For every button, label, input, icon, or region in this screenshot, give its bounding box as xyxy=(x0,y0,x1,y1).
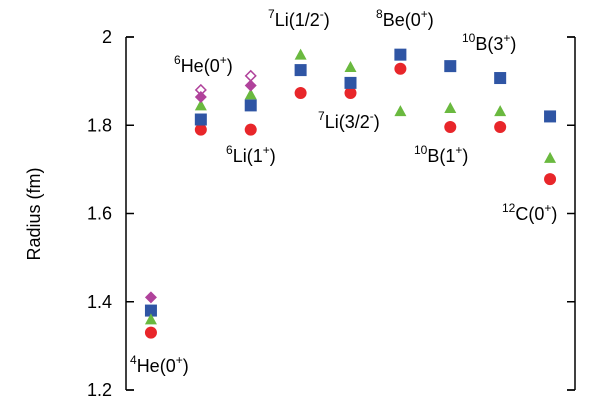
annotation: 7Li(1/2-) xyxy=(268,7,330,30)
point xyxy=(244,79,257,92)
point xyxy=(494,105,507,117)
annotation-part: 7 xyxy=(318,109,325,123)
annotation-part: ) xyxy=(183,356,189,376)
annotation: 6He(0+) xyxy=(174,53,233,76)
point xyxy=(394,62,407,75)
annotation-part: 10 xyxy=(462,31,476,45)
annotation-part: 4 xyxy=(130,353,137,367)
annotation-part: ) xyxy=(510,34,516,54)
annotation-part: + xyxy=(421,7,428,21)
annotation-part: ) xyxy=(324,10,330,30)
point xyxy=(444,121,457,134)
point xyxy=(544,110,557,123)
annotation-part: + xyxy=(544,201,551,215)
point xyxy=(544,173,557,186)
point xyxy=(194,83,207,97)
annotation-part: Li(3/2 xyxy=(325,112,370,132)
y-tick-label: 1.4 xyxy=(87,292,112,312)
annotation-part: B(1 xyxy=(427,146,455,166)
point xyxy=(194,91,207,104)
y-tick-label: 1.2 xyxy=(87,380,112,400)
annotation: 12C(0+) xyxy=(502,201,557,224)
annotation-part: 8 xyxy=(376,7,383,21)
annotation-part: 6 xyxy=(226,143,233,157)
annotation-part: ) xyxy=(551,204,557,224)
point xyxy=(144,304,157,317)
point xyxy=(444,60,457,73)
annotation: 4He(0+) xyxy=(130,353,189,376)
annotation-part: B(3 xyxy=(475,34,503,54)
annotation-part: ) xyxy=(270,146,276,166)
point xyxy=(344,87,357,100)
point xyxy=(144,326,157,339)
annotation-part: He(0 xyxy=(181,56,220,76)
annotation-part: + xyxy=(176,353,183,367)
annotation-part: - xyxy=(320,7,324,21)
annotation-part: - xyxy=(370,109,374,123)
annotation-part: + xyxy=(263,143,270,157)
point xyxy=(194,113,207,126)
point xyxy=(294,64,307,77)
annotation-part: He(0 xyxy=(137,356,176,376)
annotation-part: 7 xyxy=(268,7,275,21)
point xyxy=(394,105,407,117)
point xyxy=(244,123,257,136)
point xyxy=(344,61,357,73)
point xyxy=(494,121,507,134)
point xyxy=(244,88,257,100)
annotation-part: ) xyxy=(462,146,468,166)
y-tick-label: 1.6 xyxy=(87,204,112,224)
annotation-part: Li(1/2 xyxy=(275,10,320,30)
point xyxy=(244,99,257,112)
annotation-part: ) xyxy=(374,112,380,132)
annotation: 8Be(0+) xyxy=(376,7,434,30)
annotation-part: Li(1 xyxy=(233,146,263,166)
point xyxy=(344,76,357,89)
annotation-part: + xyxy=(455,143,462,157)
annotation: 7Li(3/2-) xyxy=(318,109,380,132)
annotation: 10B(3+) xyxy=(462,31,516,54)
y-tick-label: 2 xyxy=(102,27,112,47)
point xyxy=(194,123,207,136)
annotation-part: + xyxy=(220,53,227,67)
annotation-part: C(0 xyxy=(515,204,544,224)
annotation: 10B(1+) xyxy=(414,143,468,166)
annotation-part: Be(0 xyxy=(383,10,421,30)
point xyxy=(144,313,157,325)
annotation-part: ) xyxy=(428,10,434,30)
point xyxy=(194,99,207,111)
annotation: 6Li(1+) xyxy=(226,143,276,166)
annotation-part: 6 xyxy=(174,53,181,67)
point xyxy=(144,291,157,304)
annotation-part: ) xyxy=(227,56,233,76)
annotation-part: 10 xyxy=(414,143,428,157)
point xyxy=(444,102,457,114)
annotation-part: 12 xyxy=(502,201,516,215)
point xyxy=(294,48,307,60)
point xyxy=(244,69,257,82)
point xyxy=(394,48,407,61)
point xyxy=(294,87,307,100)
point xyxy=(494,72,507,85)
annotation-part: + xyxy=(503,31,510,45)
point xyxy=(544,151,557,163)
y-tick-label: 1.8 xyxy=(87,115,112,135)
y-axis-label: Radius (fm) xyxy=(24,167,44,260)
